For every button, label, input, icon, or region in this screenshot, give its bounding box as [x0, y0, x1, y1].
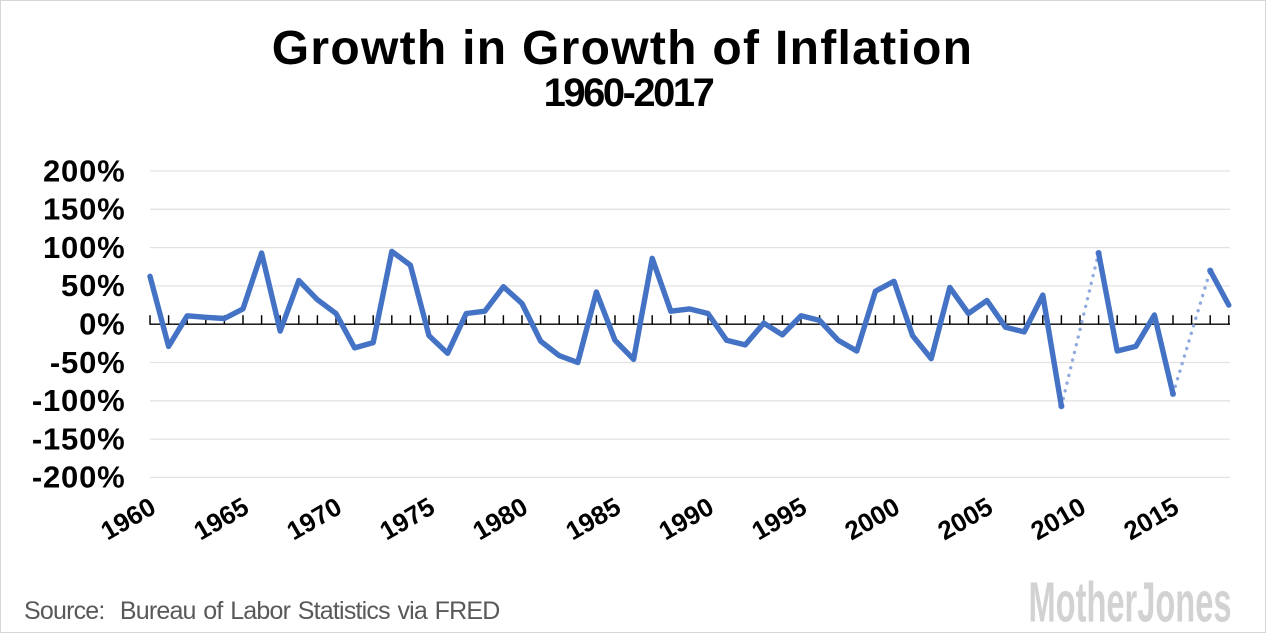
svg-text:1995: 1995: [747, 491, 812, 546]
svg-text:-200%: -200%: [32, 460, 126, 495]
svg-text:1960: 1960: [96, 491, 161, 546]
svg-text:0%: 0%: [79, 307, 125, 342]
svg-text:-150%: -150%: [32, 421, 126, 456]
svg-text:2000: 2000: [840, 491, 905, 546]
svg-text:2015: 2015: [1119, 491, 1184, 546]
svg-text:1970: 1970: [282, 491, 347, 546]
svg-text:50%: 50%: [61, 268, 125, 303]
svg-text:200%: 200%: [43, 153, 126, 188]
svg-text:150%: 150%: [43, 192, 126, 227]
svg-text:-50%: -50%: [50, 345, 126, 380]
svg-text:1985: 1985: [561, 491, 626, 546]
svg-text:2005: 2005: [933, 491, 998, 546]
svg-text:2010: 2010: [1026, 491, 1091, 546]
svg-text:1965: 1965: [189, 491, 254, 546]
svg-text:MotherJones: MotherJones: [1029, 571, 1232, 634]
svg-text:1980: 1980: [468, 491, 533, 546]
svg-text:100%: 100%: [43, 230, 126, 265]
svg-text:-100%: -100%: [32, 383, 126, 418]
svg-text:1990: 1990: [654, 491, 719, 546]
svg-text:1975: 1975: [375, 491, 440, 546]
